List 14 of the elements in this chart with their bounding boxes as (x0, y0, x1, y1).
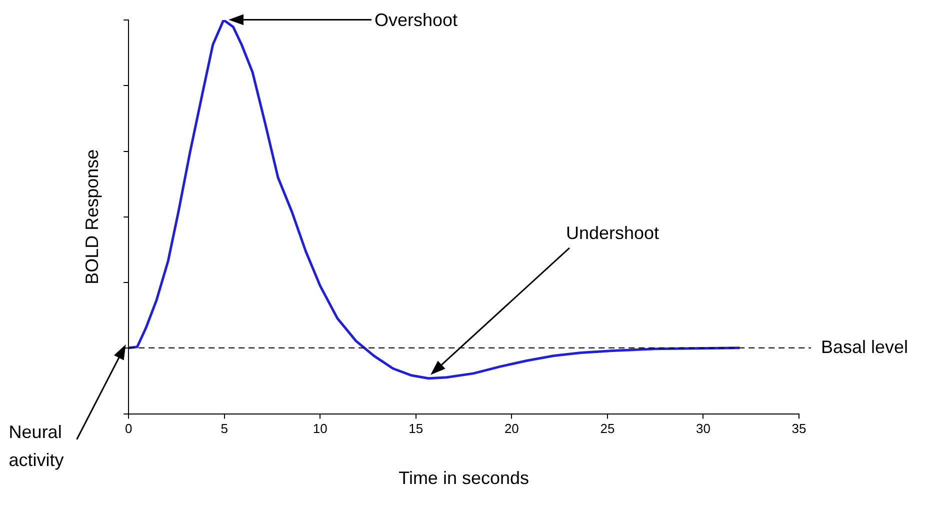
x-tick-label: 5 (220, 421, 228, 436)
x-tick-label: 10 (312, 421, 328, 436)
x-axis-title: Time in seconds (398, 468, 529, 488)
y-axis-title: BOLD Response (82, 149, 102, 284)
annotation: Overshoot (374, 8, 458, 32)
x-tick-label: 15 (408, 421, 424, 436)
x-tick-label: 20 (504, 421, 519, 436)
text: Neural activity (8, 421, 65, 472)
x-tick-label: 35 (792, 421, 806, 436)
x-tick-label: 30 (696, 421, 710, 436)
x-tick-label: 0 (124, 421, 132, 436)
annotation: Undershoot (564, 222, 660, 245)
ref-line-label: Basal level (821, 336, 908, 357)
x-tick-label: 25 (600, 421, 615, 436)
